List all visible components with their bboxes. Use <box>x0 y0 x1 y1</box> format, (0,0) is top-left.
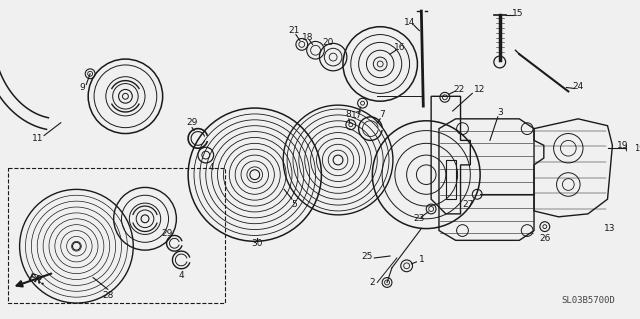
Text: 30: 30 <box>251 239 262 248</box>
Text: 4: 4 <box>209 163 214 172</box>
Text: 29: 29 <box>186 118 198 127</box>
Bar <box>446 160 456 199</box>
Text: 16: 16 <box>394 43 406 52</box>
Text: 19: 19 <box>634 144 640 153</box>
Text: 4: 4 <box>179 271 184 280</box>
Text: SL03B5700D: SL03B5700D <box>562 296 615 305</box>
Text: 25: 25 <box>362 251 373 261</box>
Text: 20: 20 <box>323 38 334 47</box>
Text: 9: 9 <box>79 83 85 92</box>
Text: 22: 22 <box>453 85 464 94</box>
Text: 13: 13 <box>604 224 615 233</box>
Text: 19: 19 <box>616 141 628 150</box>
Text: FR.: FR. <box>27 272 47 287</box>
Text: 14: 14 <box>404 18 415 27</box>
Text: 12: 12 <box>474 85 486 94</box>
Text: 11: 11 <box>31 134 43 143</box>
Text: 5: 5 <box>291 200 297 209</box>
Bar <box>8 168 225 303</box>
Text: 7: 7 <box>380 110 385 119</box>
Text: 23: 23 <box>413 214 425 223</box>
Text: 29: 29 <box>161 229 172 238</box>
Text: 21: 21 <box>288 26 300 35</box>
Text: 17: 17 <box>351 111 362 120</box>
Text: 1: 1 <box>419 256 424 264</box>
Text: 28: 28 <box>102 291 113 300</box>
Text: 3: 3 <box>497 108 502 117</box>
Text: 18: 18 <box>302 33 314 42</box>
Text: 26: 26 <box>539 234 550 243</box>
Text: 8: 8 <box>345 110 351 119</box>
Text: 24: 24 <box>573 82 584 91</box>
Text: 15: 15 <box>511 9 523 18</box>
Text: 27: 27 <box>463 200 474 209</box>
Text: 2: 2 <box>369 278 375 287</box>
